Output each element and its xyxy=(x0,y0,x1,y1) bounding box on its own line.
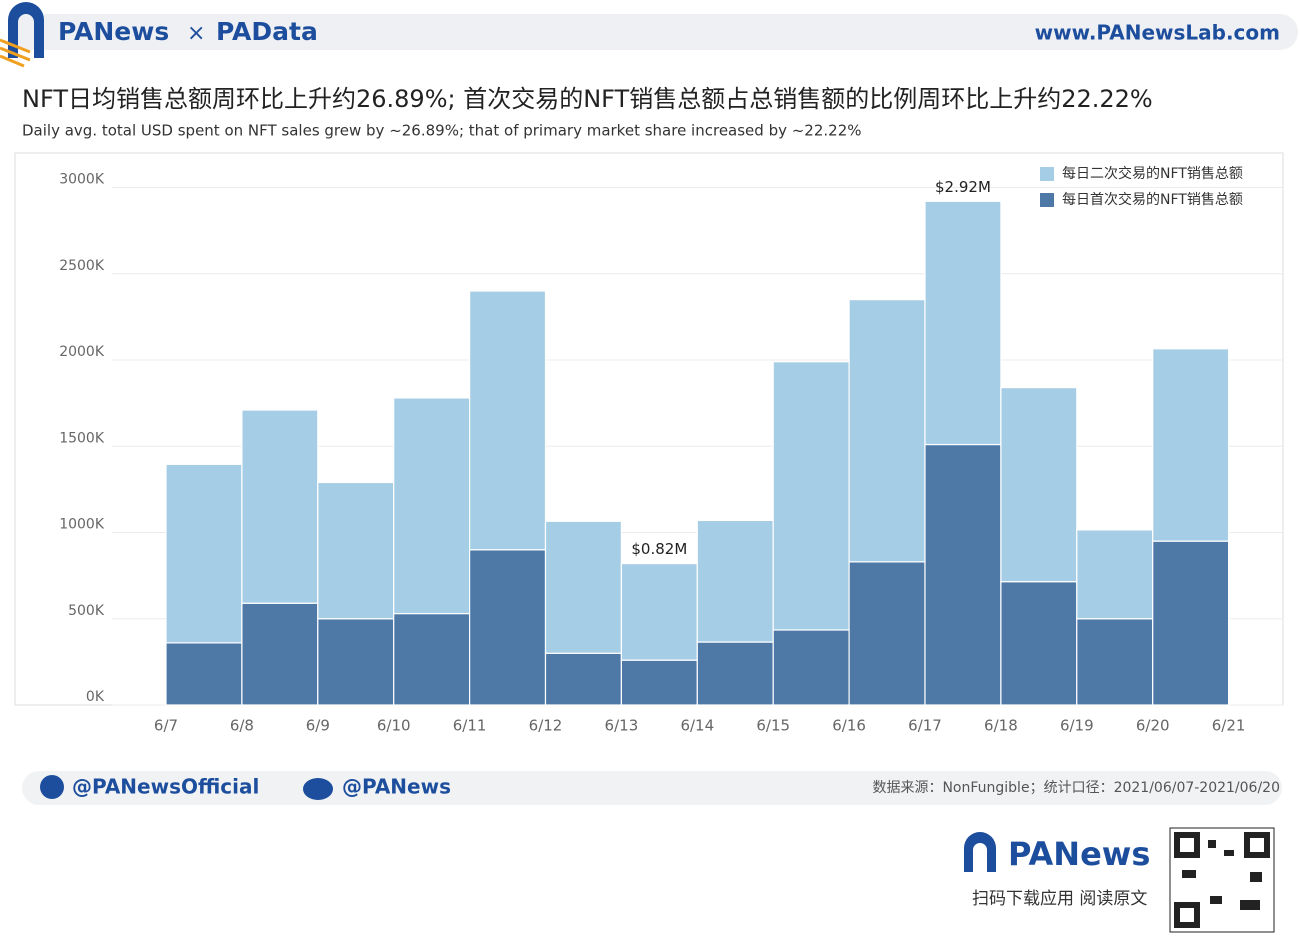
y-tick-label: 3000K xyxy=(59,172,105,188)
bar-segment xyxy=(848,299,926,563)
legend-swatch xyxy=(1040,193,1054,207)
bar-segment xyxy=(1076,529,1154,620)
y-tick-label: 1500K xyxy=(59,430,105,446)
bar-segment xyxy=(924,443,1002,706)
bar-segment xyxy=(620,659,698,706)
y-tick-label: 1000K xyxy=(59,517,105,533)
bar-segment xyxy=(696,519,774,643)
header-brand: PANews xyxy=(58,17,169,46)
y-tick-label: 2500K xyxy=(59,258,105,274)
twitter-icon xyxy=(40,775,64,799)
bar-segment xyxy=(165,642,243,706)
annotation: $0.82M xyxy=(631,540,687,558)
bar-segment xyxy=(1000,387,1078,583)
y-tick-label: 0K xyxy=(86,689,105,705)
chart-title: NFT日均销售总额周环比上升约26.89%; 首次交易的NFT销售总额占总销售额… xyxy=(22,85,1153,113)
bar-segment xyxy=(544,520,623,654)
app-caption: 扫码下载应用 阅读原文 xyxy=(972,889,1147,909)
x-tick-label: 6/21 xyxy=(1212,717,1246,735)
logo xyxy=(8,2,44,58)
bar-segment xyxy=(393,612,471,706)
annotation: $2.92M xyxy=(935,178,991,196)
x-tick-label: 6/11 xyxy=(453,717,487,735)
bar-segment xyxy=(848,561,926,706)
footer-weibo: @PANews xyxy=(342,775,451,799)
chart-subtitle: Daily avg. total USD spent on NFT sales … xyxy=(22,122,862,140)
x-tick-label: 6/12 xyxy=(529,717,563,735)
bar-segment xyxy=(469,549,547,706)
legend-label: 每日首次交易的NFT销售总额 xyxy=(1062,191,1243,208)
footer-bar xyxy=(22,771,1282,805)
bar-segment xyxy=(241,409,319,604)
x-tick-label: 6/18 xyxy=(984,717,1018,735)
x-tick-label: 6/19 xyxy=(1060,717,1094,735)
x-tick-label: 6/8 xyxy=(230,717,254,735)
bar-segment xyxy=(620,562,698,661)
bar-segment xyxy=(241,602,319,706)
plot: 0K 500K 1000K 1500K 2000K 2500K 3000K 6/7 6/8 6/9… xyxy=(59,165,1283,735)
legend-swatch xyxy=(1040,167,1054,181)
header-partner: PAData xyxy=(216,17,318,46)
weibo-icon xyxy=(303,778,333,800)
x-tick-label: 6/13 xyxy=(605,717,639,735)
y-tick-label: 2000K xyxy=(59,344,105,360)
bar-segment xyxy=(772,361,850,631)
header-bar xyxy=(10,14,1298,50)
x-tick-label: 6/10 xyxy=(377,717,411,735)
bar-segment xyxy=(924,200,1002,446)
bar-segment xyxy=(469,290,547,551)
x-tick-label: 6/20 xyxy=(1136,717,1170,735)
x-tick-label: 6/15 xyxy=(756,717,790,735)
bar-segment xyxy=(1152,540,1230,706)
y-tick-label: 500K xyxy=(68,603,105,619)
legend-label: 每日二次交易的NFT销售总额 xyxy=(1062,165,1243,182)
x-tick-label: 6/9 xyxy=(306,717,330,735)
bar-segment xyxy=(317,481,395,620)
x-tick-label: 6/16 xyxy=(832,717,866,735)
bar-segment xyxy=(772,629,850,706)
qr-code xyxy=(1169,827,1275,933)
footer-twitter: @PANewsOfficial xyxy=(72,775,259,799)
bar-segment xyxy=(544,652,623,706)
app-logo xyxy=(964,832,996,872)
x-tick-label: 6/7 xyxy=(154,717,178,735)
bar-segment xyxy=(1152,348,1230,542)
x-tick-label: 6/14 xyxy=(680,717,714,735)
header-separator: × xyxy=(187,21,205,46)
footer-source: 数据来源：NonFungible；统计口径：2021/06/07-2021/06… xyxy=(872,780,1280,796)
bar-segment xyxy=(696,641,774,706)
bar-segment xyxy=(165,463,243,644)
bar-segment xyxy=(393,397,471,615)
bar-segment xyxy=(1076,618,1154,706)
app-brand: PANews xyxy=(1008,835,1150,873)
bar-segment xyxy=(1000,581,1078,706)
logo-stripes xyxy=(0,38,31,68)
header-url: www.PANewsLab.com xyxy=(1035,21,1280,45)
bar-segment xyxy=(317,618,395,706)
x-tick-label: 6/17 xyxy=(908,717,942,735)
